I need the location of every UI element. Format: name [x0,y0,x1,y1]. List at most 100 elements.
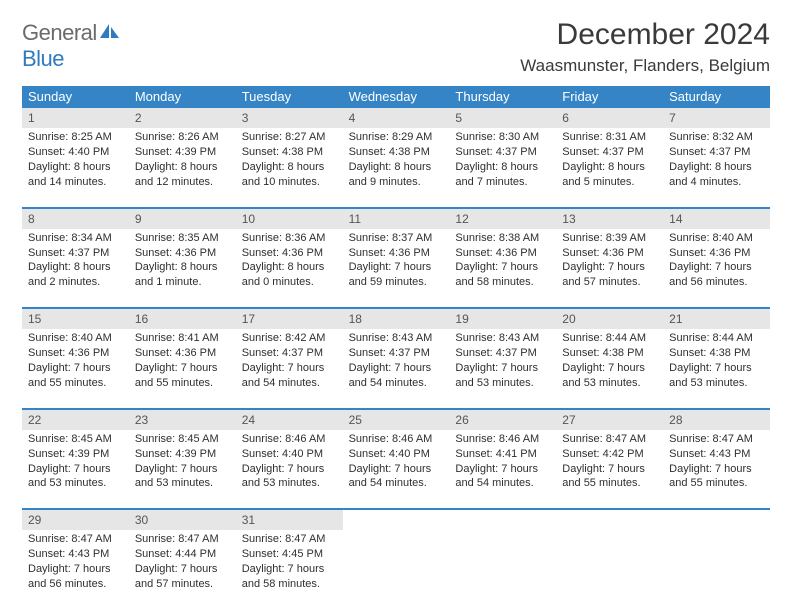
day-cell: 18Sunrise: 8:43 AMSunset: 4:37 PMDayligh… [343,309,450,394]
day-cell: 19Sunrise: 8:43 AMSunset: 4:37 PMDayligh… [449,309,556,394]
sunrise-text: Sunrise: 8:46 AM [349,432,444,447]
day-cell: 26Sunrise: 8:46 AMSunset: 4:41 PMDayligh… [449,410,556,495]
day-number: 5 [449,108,556,128]
day-body: Sunrise: 8:44 AMSunset: 4:38 PMDaylight:… [556,329,663,393]
day-header-cell: Friday [556,86,663,108]
day-cell: 7Sunrise: 8:32 AMSunset: 4:37 PMDaylight… [663,108,770,193]
calendar: Sunday Monday Tuesday Wednesday Thursday… [22,86,770,595]
day-cell: 12Sunrise: 8:38 AMSunset: 4:36 PMDayligh… [449,209,556,294]
day-body: Sunrise: 8:36 AMSunset: 4:36 PMDaylight:… [236,229,343,293]
day-body: Sunrise: 8:40 AMSunset: 4:36 PMDaylight:… [663,229,770,293]
sunset-text: Sunset: 4:36 PM [28,346,123,361]
day-number: 7 [663,108,770,128]
sunrise-text: Sunrise: 8:46 AM [242,432,337,447]
day-body: Sunrise: 8:27 AMSunset: 4:38 PMDaylight:… [236,128,343,192]
day-number: 21 [663,309,770,329]
location: Waasmunster, Flanders, Belgium [520,56,770,76]
day-cell: .. [449,510,556,595]
sunset-text: Sunset: 4:37 PM [455,346,550,361]
day-body: Sunrise: 8:29 AMSunset: 4:38 PMDaylight:… [343,128,450,192]
daylight-text: Daylight: 7 hours and 56 minutes. [669,260,764,290]
day-cell: 11Sunrise: 8:37 AMSunset: 4:36 PMDayligh… [343,209,450,294]
daylight-text: Daylight: 8 hours and 5 minutes. [562,160,657,190]
day-header-cell: Saturday [663,86,770,108]
sunrise-text: Sunrise: 8:38 AM [455,231,550,246]
day-body: Sunrise: 8:34 AMSunset: 4:37 PMDaylight:… [22,229,129,293]
sunrise-text: Sunrise: 8:47 AM [135,532,230,547]
sunset-text: Sunset: 4:43 PM [28,547,123,562]
daylight-text: Daylight: 7 hours and 58 minutes. [242,562,337,592]
day-header-cell: Tuesday [236,86,343,108]
sunrise-text: Sunrise: 8:40 AM [28,331,123,346]
day-body: Sunrise: 8:45 AMSunset: 4:39 PMDaylight:… [129,430,236,494]
sunset-text: Sunset: 4:40 PM [349,447,444,462]
sunrise-text: Sunrise: 8:39 AM [562,231,657,246]
brand-logo: General Blue [22,18,120,72]
day-number: 19 [449,309,556,329]
sunset-text: Sunset: 4:37 PM [562,145,657,160]
daylight-text: Daylight: 7 hours and 59 minutes. [349,260,444,290]
sunset-text: Sunset: 4:37 PM [28,246,123,261]
daylight-text: Daylight: 7 hours and 55 minutes. [562,462,657,492]
sunset-text: Sunset: 4:38 PM [669,346,764,361]
day-cell: 16Sunrise: 8:41 AMSunset: 4:36 PMDayligh… [129,309,236,394]
sunrise-text: Sunrise: 8:32 AM [669,130,764,145]
sunrise-text: Sunrise: 8:31 AM [562,130,657,145]
day-cell: .. [343,510,450,595]
day-body: Sunrise: 8:44 AMSunset: 4:38 PMDaylight:… [663,329,770,393]
sunset-text: Sunset: 4:36 PM [349,246,444,261]
sunrise-text: Sunrise: 8:30 AM [455,130,550,145]
sunrise-text: Sunrise: 8:40 AM [669,231,764,246]
daylight-text: Daylight: 8 hours and 1 minute. [135,260,230,290]
sunset-text: Sunset: 4:37 PM [669,145,764,160]
day-number: 24 [236,410,343,430]
day-cell: 27Sunrise: 8:47 AMSunset: 4:42 PMDayligh… [556,410,663,495]
daylight-text: Daylight: 8 hours and 14 minutes. [28,160,123,190]
day-number: 23 [129,410,236,430]
day-number: 12 [449,209,556,229]
day-body: Sunrise: 8:46 AMSunset: 4:40 PMDaylight:… [236,430,343,494]
week-row: 15Sunrise: 8:40 AMSunset: 4:36 PMDayligh… [22,307,770,394]
day-body: Sunrise: 8:47 AMSunset: 4:42 PMDaylight:… [556,430,663,494]
day-number: 31 [236,510,343,530]
day-cell: 23Sunrise: 8:45 AMSunset: 4:39 PMDayligh… [129,410,236,495]
day-body: Sunrise: 8:41 AMSunset: 4:36 PMDaylight:… [129,329,236,393]
daylight-text: Daylight: 7 hours and 57 minutes. [562,260,657,290]
sunset-text: Sunset: 4:37 PM [349,346,444,361]
day-cell: 29Sunrise: 8:47 AMSunset: 4:43 PMDayligh… [22,510,129,595]
day-header-cell: Sunday [22,86,129,108]
day-header-cell: Thursday [449,86,556,108]
daylight-text: Daylight: 7 hours and 53 minutes. [562,361,657,391]
sunrise-text: Sunrise: 8:47 AM [242,532,337,547]
day-number: 1 [22,108,129,128]
sunset-text: Sunset: 4:36 PM [562,246,657,261]
day-number: 25 [343,410,450,430]
sunset-text: Sunset: 4:40 PM [242,447,337,462]
day-number: 9 [129,209,236,229]
day-cell: 15Sunrise: 8:40 AMSunset: 4:36 PMDayligh… [22,309,129,394]
sunrise-text: Sunrise: 8:36 AM [242,231,337,246]
day-body: Sunrise: 8:43 AMSunset: 4:37 PMDaylight:… [343,329,450,393]
week-row: 22Sunrise: 8:45 AMSunset: 4:39 PMDayligh… [22,408,770,495]
sunrise-text: Sunrise: 8:44 AM [562,331,657,346]
sunrise-text: Sunrise: 8:29 AM [349,130,444,145]
sunrise-text: Sunrise: 8:43 AM [455,331,550,346]
day-cell: 28Sunrise: 8:47 AMSunset: 4:43 PMDayligh… [663,410,770,495]
day-body: Sunrise: 8:35 AMSunset: 4:36 PMDaylight:… [129,229,236,293]
daylight-text: Daylight: 7 hours and 53 minutes. [135,462,230,492]
day-header-cell: Wednesday [343,86,450,108]
sunset-text: Sunset: 4:39 PM [135,145,230,160]
day-number: 14 [663,209,770,229]
daylight-text: Daylight: 8 hours and 2 minutes. [28,260,123,290]
day-body: Sunrise: 8:46 AMSunset: 4:40 PMDaylight:… [343,430,450,494]
day-body: Sunrise: 8:47 AMSunset: 4:44 PMDaylight:… [129,530,236,594]
daylight-text: Daylight: 7 hours and 55 minutes. [28,361,123,391]
sunrise-text: Sunrise: 8:46 AM [455,432,550,447]
sunrise-text: Sunrise: 8:45 AM [28,432,123,447]
daylight-text: Daylight: 7 hours and 58 minutes. [455,260,550,290]
day-cell: 6Sunrise: 8:31 AMSunset: 4:37 PMDaylight… [556,108,663,193]
day-cell: 4Sunrise: 8:29 AMSunset: 4:38 PMDaylight… [343,108,450,193]
sunset-text: Sunset: 4:42 PM [562,447,657,462]
sunset-text: Sunset: 4:38 PM [349,145,444,160]
sunrise-text: Sunrise: 8:37 AM [349,231,444,246]
